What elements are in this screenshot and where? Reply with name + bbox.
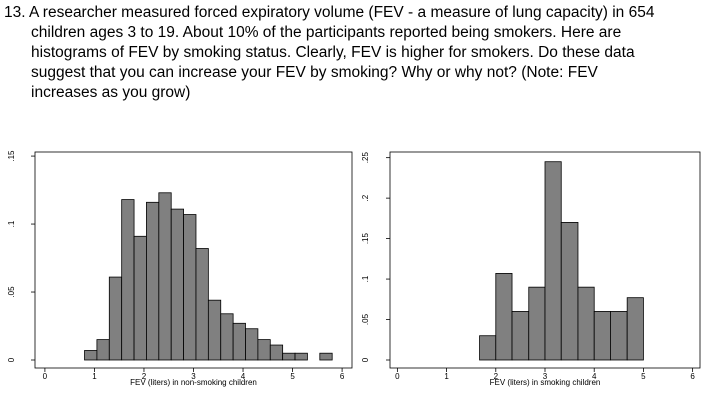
bar — [121, 199, 135, 361]
bar — [269, 344, 284, 361]
bar — [108, 276, 123, 361]
bar — [207, 299, 222, 361]
bar — [170, 208, 184, 361]
x-tick-label: 1 — [444, 372, 449, 381]
bar — [319, 352, 333, 361]
bar — [158, 192, 172, 361]
bar — [282, 352, 296, 361]
bar — [577, 286, 595, 361]
bar — [528, 286, 546, 361]
bar — [560, 222, 579, 361]
bar — [495, 273, 513, 361]
y-tick-label: .05 — [7, 286, 16, 298]
x-tick-label: 2 — [494, 372, 499, 381]
bar — [220, 313, 234, 361]
question-line: 13. A researcher measured forced expirat… — [4, 4, 655, 21]
x-axis-label: FEV (liters) in non-smoking children — [130, 378, 257, 387]
bar — [146, 201, 160, 361]
x-tick-label: 5 — [290, 372, 295, 381]
x-tick-label: 1 — [92, 372, 97, 381]
y-tick-label: 0 — [361, 357, 370, 362]
y-tick-label: .15 — [361, 232, 370, 244]
y-tick-label: .2 — [361, 194, 370, 201]
y-tick-label: .25 — [361, 152, 370, 164]
question-line: increases as you grow) — [31, 84, 191, 101]
bar — [183, 214, 197, 361]
x-tick-label: 0 — [395, 372, 400, 381]
y-tick-label: .1 — [7, 220, 16, 227]
bar — [245, 328, 259, 361]
x-tick-label: 3 — [191, 372, 196, 381]
x-tick-label: 6 — [690, 372, 695, 381]
bar — [479, 335, 497, 361]
y-tick-label: 0 — [7, 357, 16, 362]
question: 13. A researcher measured forced expirat… — [4, 3, 654, 103]
question-line: children ages 3 to 19. About 10% of the … — [31, 24, 622, 41]
x-tick-label: 3 — [543, 372, 548, 381]
bar — [511, 311, 530, 361]
bar — [133, 235, 147, 361]
bar — [294, 352, 308, 361]
y-tick-label: .15 — [7, 150, 16, 162]
x-tick-label: 5 — [641, 372, 646, 381]
x-tick-label: 4 — [241, 372, 246, 381]
x-tick-label: 4 — [592, 372, 597, 381]
bar — [96, 339, 110, 361]
x-axis-label: FEV (liters) in smoking children — [490, 378, 601, 387]
bar — [610, 311, 628, 361]
bar — [626, 297, 644, 361]
x-tick-label: 6 — [340, 372, 345, 381]
question-line: suggest that you can increase your FEV b… — [31, 64, 598, 81]
question-line: histograms of FEV by smoking status. Cle… — [31, 44, 635, 61]
x-tick-label: 0 — [43, 372, 48, 381]
bar — [84, 350, 98, 361]
x-tick-label: 2 — [142, 372, 147, 381]
bar — [544, 161, 562, 361]
bar — [195, 248, 209, 361]
bar — [257, 339, 271, 361]
y-tick-label: .05 — [361, 313, 370, 325]
y-tick-label: .1 — [361, 275, 370, 282]
bar — [232, 322, 246, 361]
bar — [593, 311, 611, 361]
